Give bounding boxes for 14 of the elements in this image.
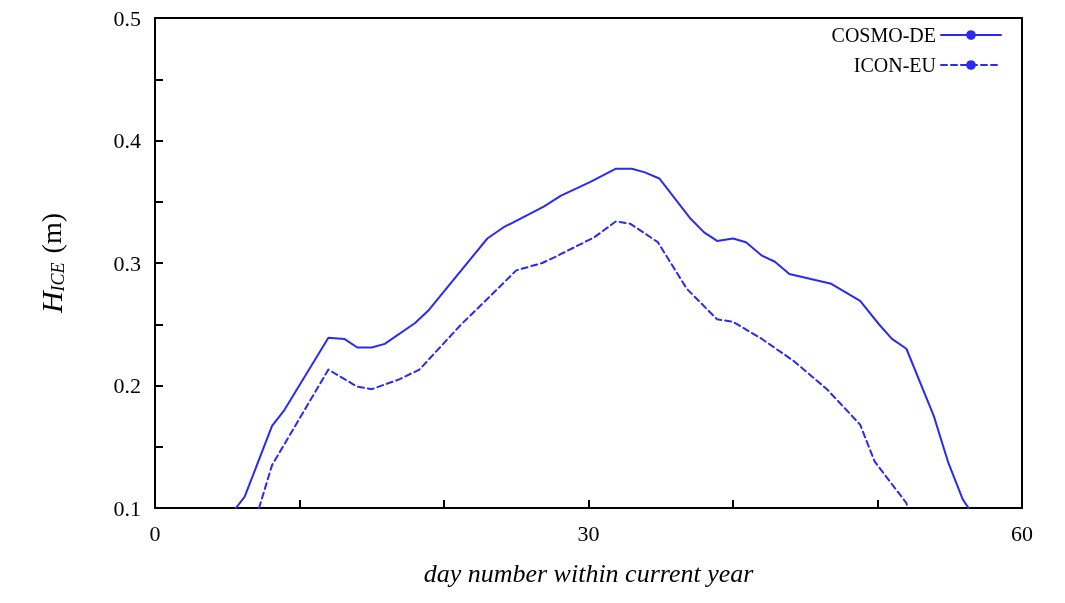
x-tick-label: 0 (149, 520, 161, 546)
y-tick-label: 0.2 (113, 373, 141, 398)
x-tick-label: 30 (577, 520, 600, 546)
y-tick-label: 0.4 (113, 128, 141, 153)
legend-label: COSMO-DE (831, 24, 936, 46)
legend-label: ICON-EU (853, 54, 937, 76)
line-series (258, 220, 909, 509)
line-series (234, 167, 970, 509)
y-axis-title: HICE (m) (34, 212, 68, 315)
y-tick-label: 0.1 (113, 495, 141, 521)
y-tick-label: 0.3 (113, 250, 141, 276)
x-tick-label: 60 (1011, 520, 1033, 546)
x-axis-title: day number within current year (423, 558, 755, 588)
y-tick-label: 0.5 (113, 5, 141, 31)
